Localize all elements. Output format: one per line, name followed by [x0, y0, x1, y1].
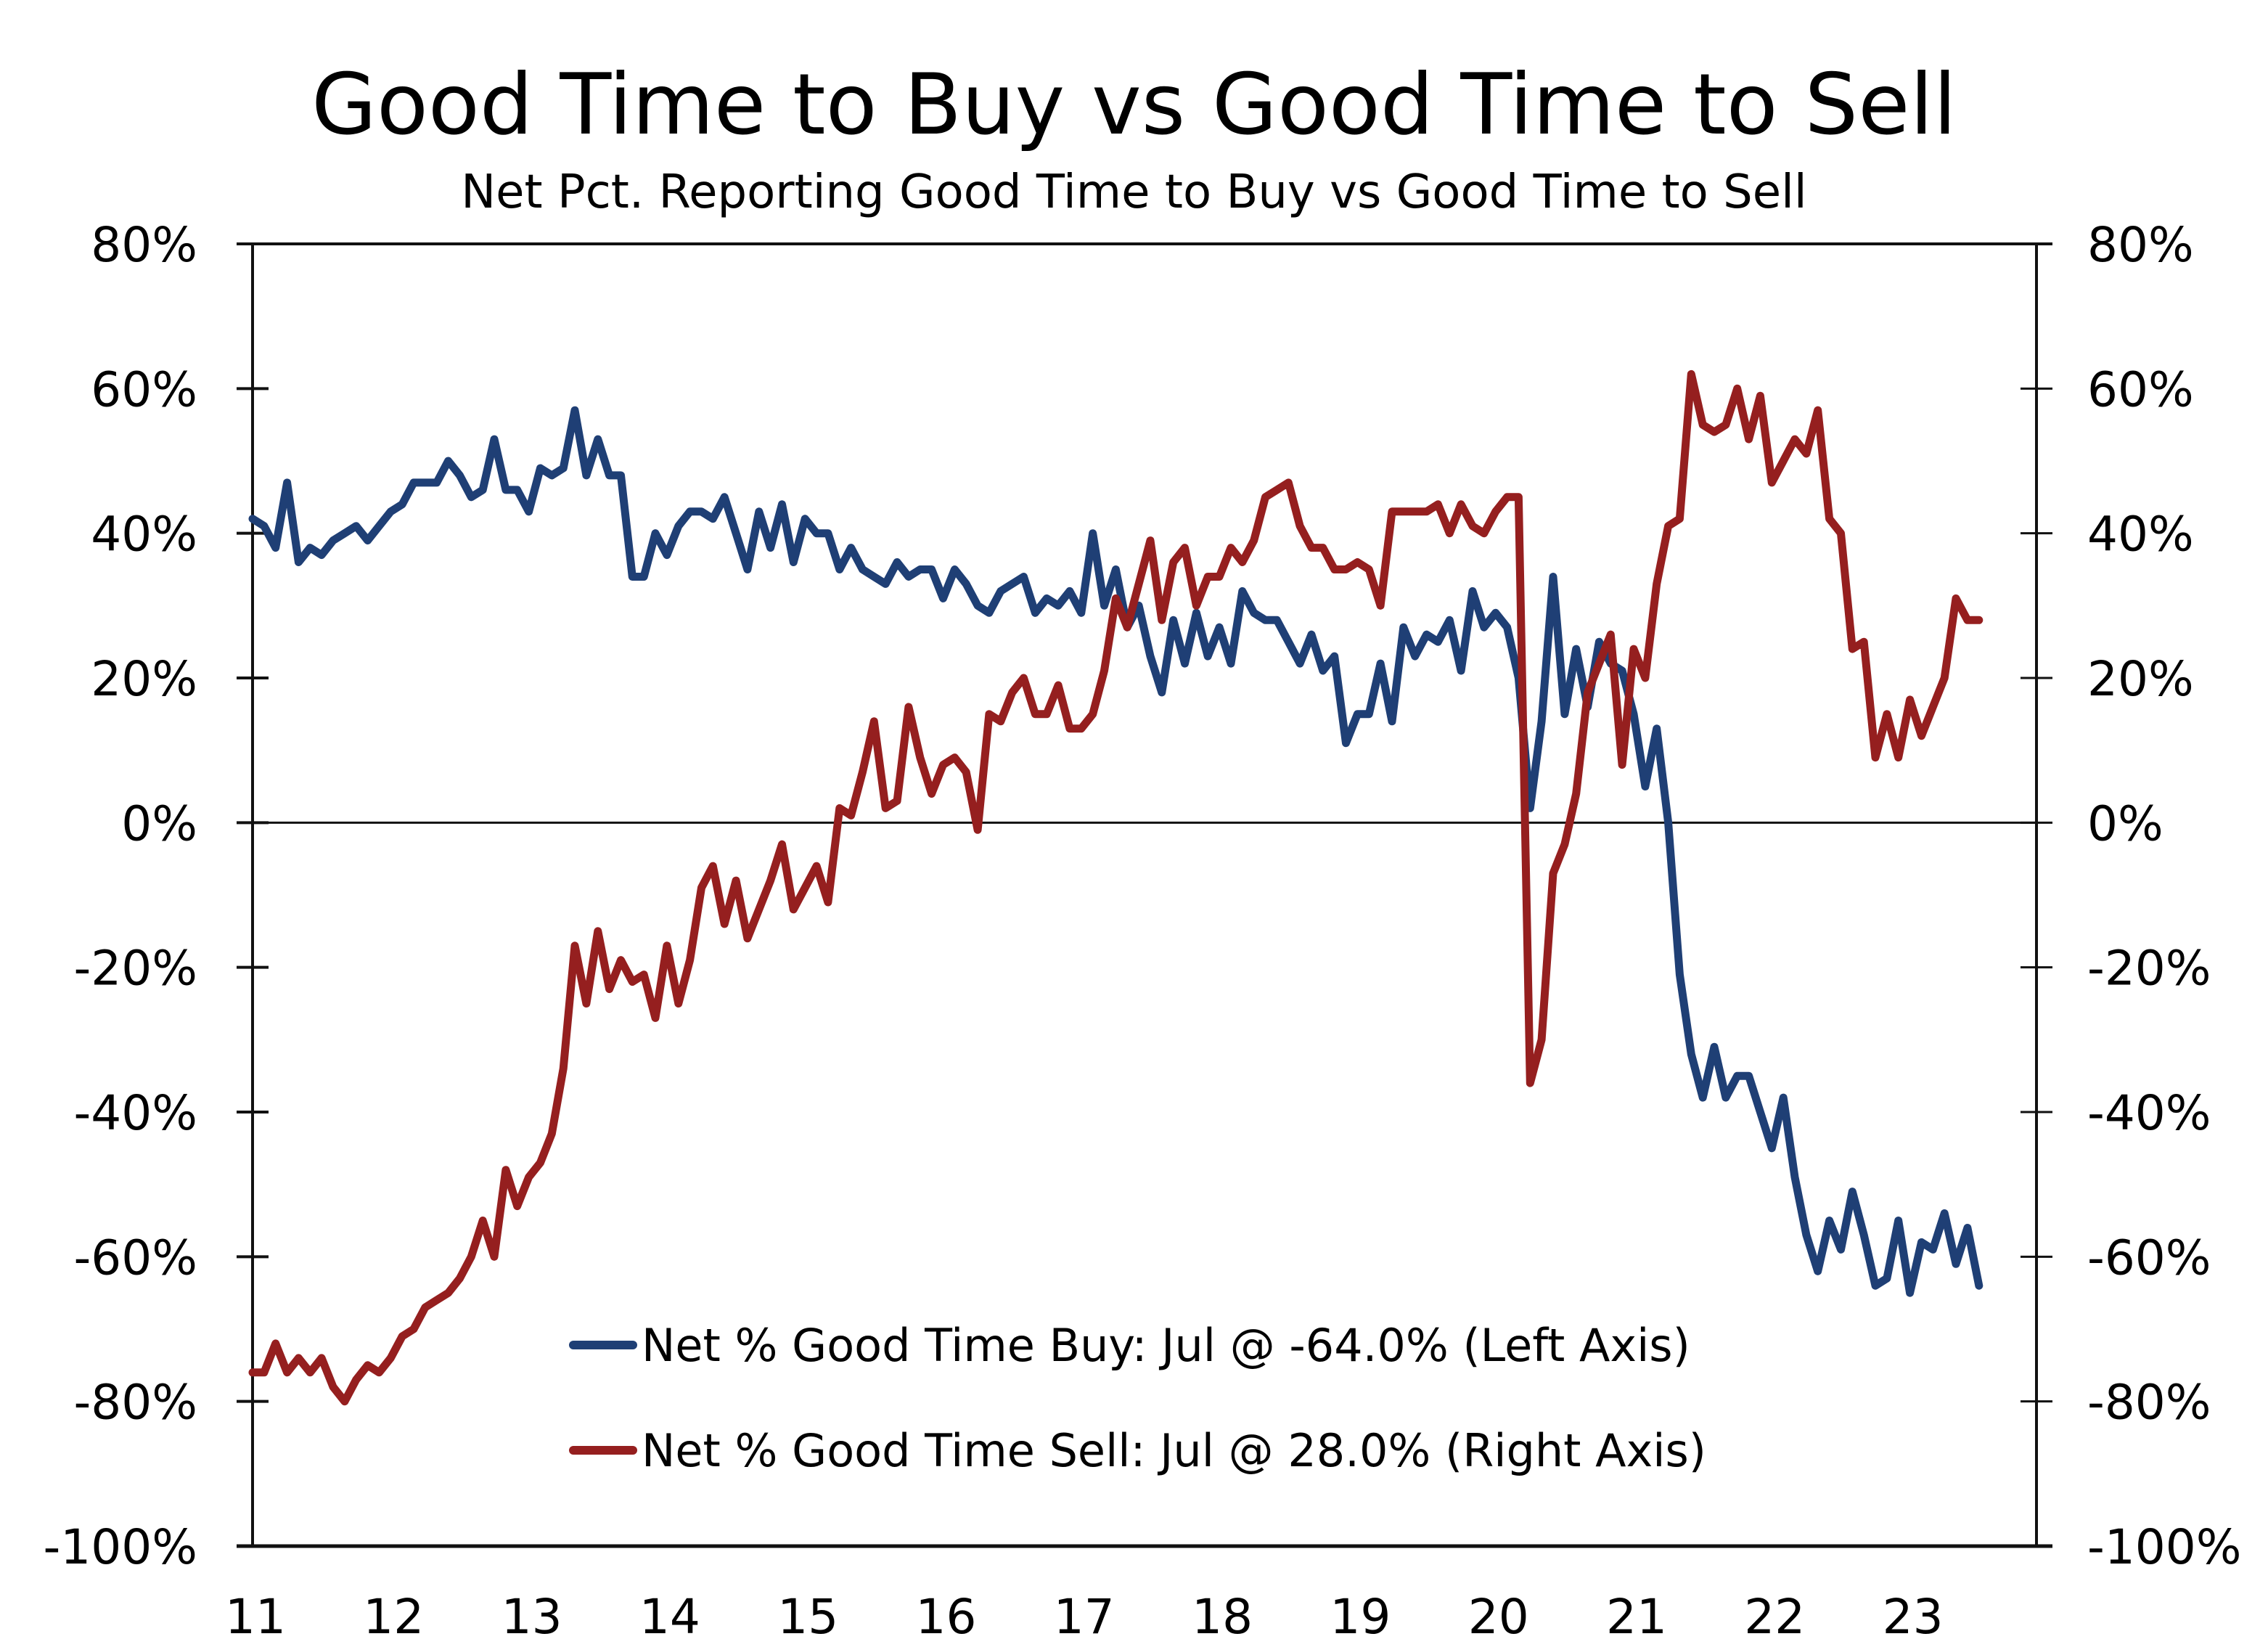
- left-y-tick-label: 40%: [91, 507, 197, 563]
- right-y-tick-label: 0%: [2087, 796, 2163, 851]
- left-y-tick-label: 60%: [91, 361, 197, 417]
- x-tick-label: 19: [1330, 1589, 1391, 1645]
- chart-subtitle: Net Pct. Reporting Good Time to Buy vs G…: [461, 165, 1807, 219]
- x-tick-label: 13: [502, 1589, 562, 1645]
- left-y-tick-label: -40%: [73, 1085, 197, 1141]
- axes-group: 80% 80% 60% 60% 40% 40% 20% 20% 0% 0% -20% -20% -40%…: [43, 217, 2241, 1645]
- x-tick-label: 12: [363, 1589, 424, 1645]
- right-y-tick-label: -80%: [2087, 1375, 2211, 1431]
- right-y-tick-label: -20%: [2087, 941, 2211, 997]
- left-y-tick-label: 20%: [91, 651, 197, 707]
- series-lines: [248, 369, 1984, 1406]
- left-y-tick-label: -20%: [73, 941, 197, 997]
- chart-title: Good Time to Buy vs Good Time to Sell: [311, 56, 1957, 154]
- x-tick-label: 14: [639, 1589, 700, 1645]
- right-y-tick-label: 40%: [2087, 507, 2194, 563]
- x-tick-label: 23: [1883, 1589, 1944, 1645]
- x-tick-label: 22: [1744, 1589, 1805, 1645]
- legend-label-buy: Net % Good Time Buy: Jul @ -64.0% (Left …: [642, 1319, 1690, 1372]
- x-tick-label: 20: [1468, 1589, 1529, 1645]
- x-tick-label: 21: [1606, 1589, 1667, 1645]
- x-tick-label: 15: [777, 1589, 838, 1645]
- right-y-tick-label: -60%: [2087, 1230, 2211, 1286]
- right-y-tick-label: -100%: [2087, 1519, 2242, 1575]
- x-tick-label: 18: [1192, 1589, 1253, 1645]
- series-line-sell: [248, 369, 1984, 1406]
- legend: Net % Good Time Buy: Jul @ -64.0% (Left …: [569, 1319, 1706, 1477]
- left-y-tick-label: 80%: [91, 217, 197, 273]
- right-y-tick-label: 20%: [2087, 651, 2194, 707]
- left-y-tick-label: -60%: [73, 1230, 197, 1286]
- right-y-tick-label: -40%: [2087, 1085, 2211, 1141]
- left-y-tick-label: -100%: [43, 1519, 197, 1575]
- right-y-tick-label: 60%: [2087, 361, 2194, 417]
- series-line-buy: [248, 406, 1984, 1297]
- right-y-tick-label: 80%: [2087, 217, 2194, 273]
- left-y-tick-label: -80%: [73, 1375, 197, 1431]
- left-y-tick-label: 0%: [121, 796, 197, 851]
- x-tick-label: 11: [225, 1589, 286, 1645]
- x-tick-label: 16: [916, 1589, 977, 1645]
- x-tick-label: 17: [1054, 1589, 1115, 1645]
- legend-label-sell: Net % Good Time Sell: Jul @ 28.0% (Right…: [642, 1424, 1706, 1477]
